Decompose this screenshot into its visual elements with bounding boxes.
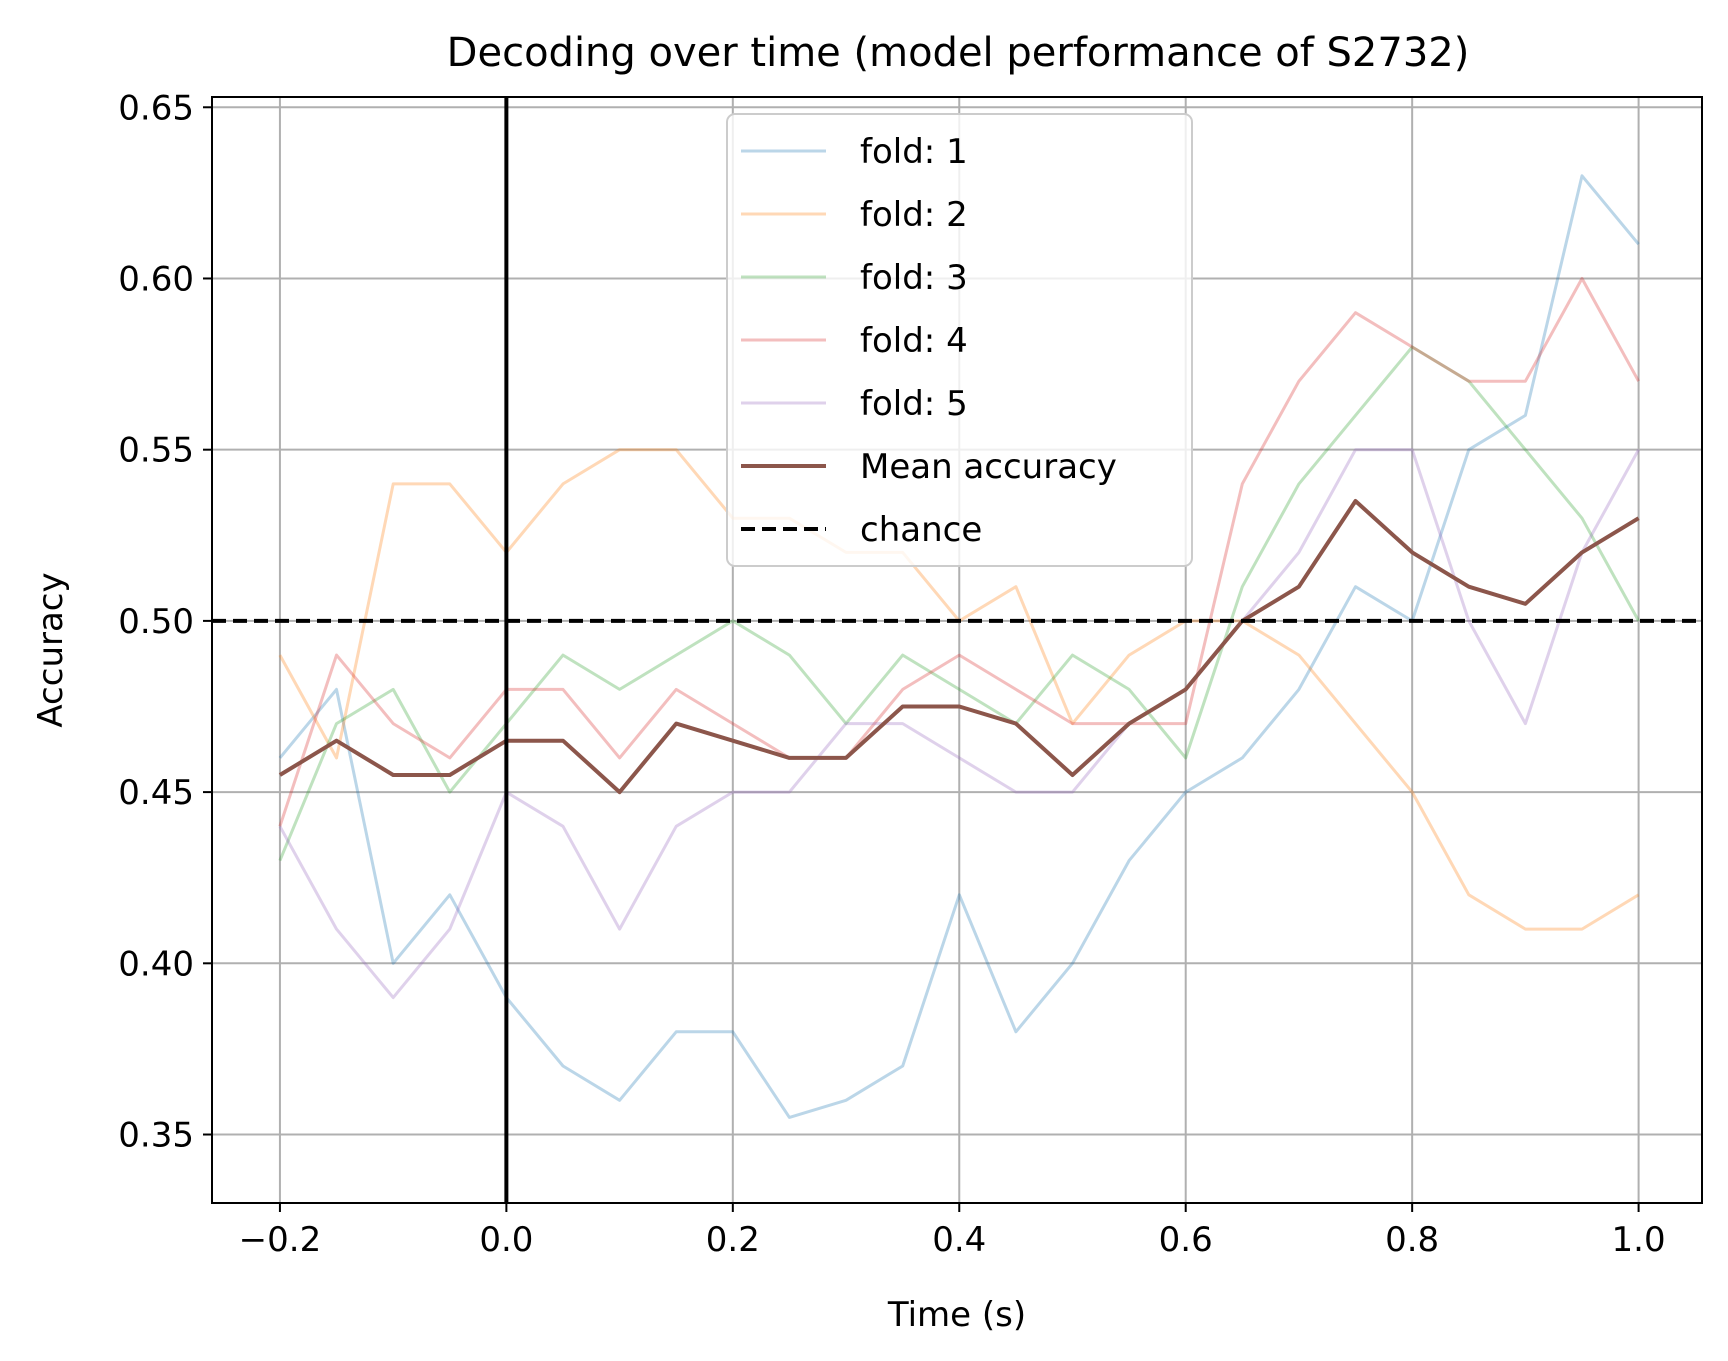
legend: fold: 1 fold: 2 fold: 3 fold: 4 fold: 5 Mean … [726,113,1193,567]
legend-label: fold: 2 [860,195,968,235]
legend-box [726,113,1193,567]
x-tick-label: 0.6 [1159,1220,1213,1260]
x-tick-label: −0.2 [239,1220,322,1260]
plot-frame [211,96,1703,1204]
x-tick-label: 0.8 [1385,1220,1439,1260]
y-tick-label: 0.60 [118,259,194,299]
y-axis: 0.35 0.40 0.45 0.50 0.55 0.60 0.65 [118,88,212,1156]
x-tick-label: 0.4 [932,1220,986,1260]
legend-label: fold: 5 [860,384,968,424]
legend-label: fold: 4 [860,321,968,361]
legend-label: fold: 3 [860,258,968,298]
x-tick-label: 0.2 [706,1220,760,1260]
y-tick-label: 0.35 [118,1116,194,1156]
legend-label: Mean accuracy [860,447,1117,487]
y-tick-label: 0.45 [118,773,194,813]
y-axis-label: Accuracy [31,572,71,727]
legend-label: chance [860,510,982,550]
y-tick-label: 0.65 [118,88,194,128]
y-tick-label: 0.40 [118,944,194,984]
legend-label: fold: 1 [860,132,968,172]
x-axis: −0.2 0.0 0.2 0.4 0.6 0.8 1.0 [239,1203,1666,1260]
x-axis-label: Time (s) [887,1295,1026,1335]
y-tick-label: 0.50 [118,602,194,642]
reference-lines [212,97,1702,1203]
x-tick-label: 1.0 [1612,1220,1666,1260]
x-tick-label: 0.0 [479,1220,533,1260]
chart-title: Decoding over time (model performance of… [447,30,1470,76]
y-tick-label: 0.55 [118,431,194,471]
